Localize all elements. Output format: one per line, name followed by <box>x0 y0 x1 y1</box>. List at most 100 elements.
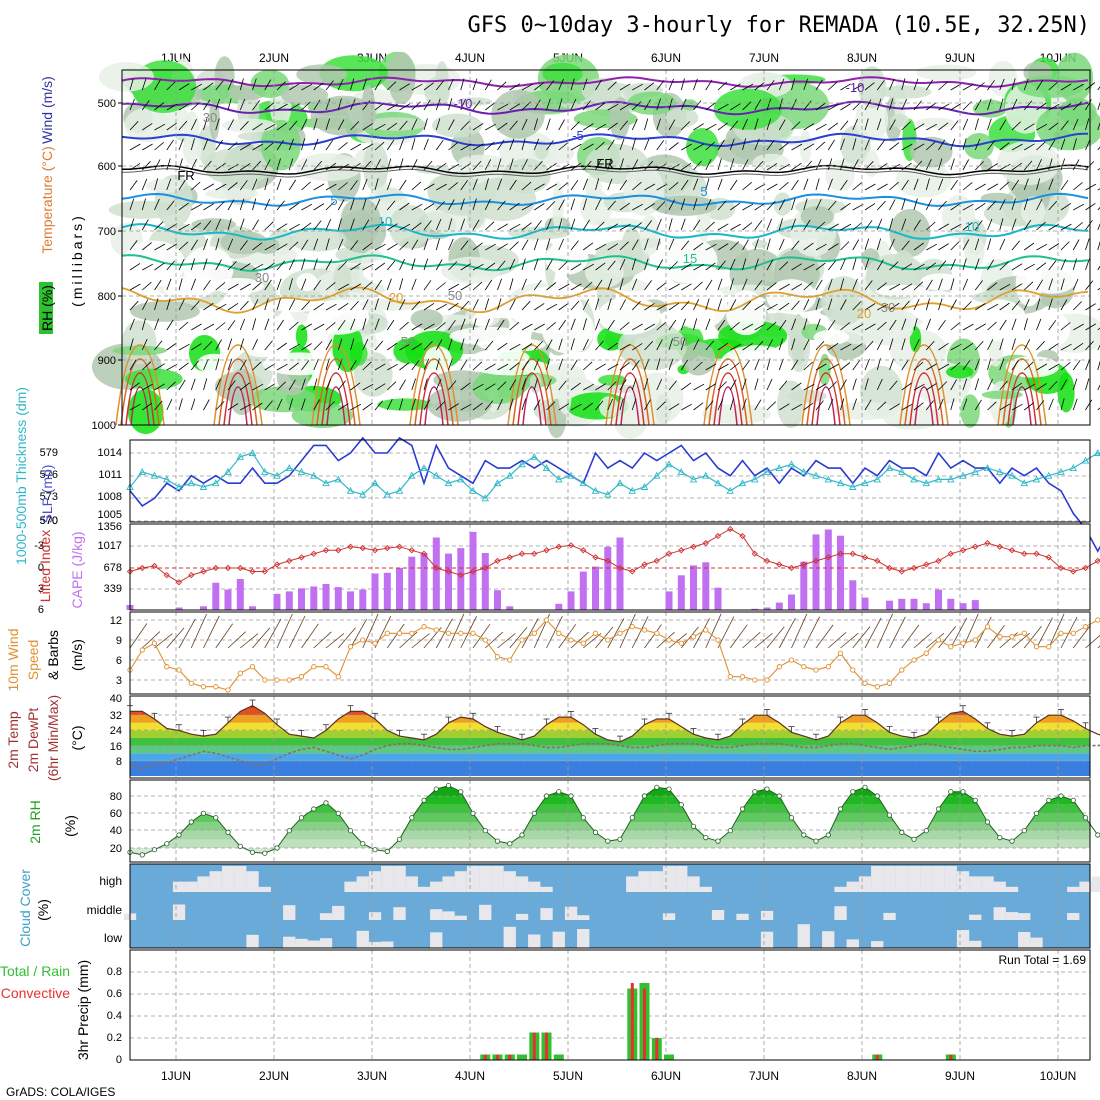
wind-barb <box>742 398 747 411</box>
wind-barb <box>448 338 453 351</box>
wind-barb <box>252 178 258 191</box>
wind10-tick: 6 <box>116 655 122 667</box>
wind-barb <box>154 363 165 371</box>
wind-barb <box>693 281 703 291</box>
wind-barb <box>925 141 936 151</box>
wind-barb <box>497 381 507 391</box>
wind-barb <box>435 98 441 111</box>
contour-label: 50 <box>673 334 687 349</box>
wind-barb <box>644 280 652 291</box>
wind-barb <box>852 181 863 191</box>
wind-barb <box>313 302 324 311</box>
wind-barb <box>901 143 913 151</box>
wind-barb <box>203 258 208 271</box>
wind-barb <box>240 143 251 151</box>
wind-barb <box>656 321 667 331</box>
wind-barb <box>705 383 717 391</box>
rh-clear <box>247 331 279 354</box>
rh-marker <box>384 848 390 855</box>
wind-barb <box>889 98 894 111</box>
rh-shade <box>860 309 914 346</box>
wind-barb <box>301 343 312 351</box>
wind-barb <box>215 238 220 251</box>
wind-barb <box>411 203 423 211</box>
wind-barb <box>877 183 888 191</box>
wind-barb <box>864 280 873 291</box>
wind-barb <box>680 318 686 331</box>
wind-barb <box>999 78 1005 91</box>
wind10-barb <box>411 633 430 649</box>
wind-barb <box>693 318 698 331</box>
wind-barb <box>239 218 245 231</box>
cloud-high-block <box>1091 876 1100 892</box>
wind-barb <box>141 219 149 231</box>
warm-contour <box>321 372 351 426</box>
wind10-barb <box>852 626 871 649</box>
wind-barb <box>815 340 825 351</box>
wind-barb <box>558 283 570 291</box>
wind-barb <box>999 302 1010 311</box>
wind-barb <box>668 238 675 251</box>
wind-barb <box>742 181 752 191</box>
wind-barb <box>717 319 726 331</box>
cloud-mid-block <box>564 906 578 920</box>
li-marker <box>555 543 562 550</box>
wind-barb <box>656 238 661 251</box>
wind-barb <box>1036 298 1041 311</box>
cloud-high-block <box>944 866 957 892</box>
wind-barb <box>288 179 297 191</box>
wind-barb <box>1011 318 1017 331</box>
wind-barb <box>803 100 812 111</box>
wind-barb <box>374 340 384 351</box>
cape-bar <box>322 584 330 610</box>
wind-barb <box>840 362 851 371</box>
thickness-marker <box>456 475 465 483</box>
contour-label: FR <box>177 168 194 183</box>
wind-barb <box>141 100 150 111</box>
wind-barb <box>252 100 261 111</box>
thickness-marker <box>554 475 563 483</box>
wind-barb <box>325 401 335 411</box>
cloud-high-block <box>491 866 504 892</box>
wind-barb <box>852 138 857 151</box>
wind-barb <box>509 202 520 211</box>
cape-bar <box>310 586 318 610</box>
wind-barb <box>154 221 164 231</box>
li-marker <box>616 564 624 572</box>
rh-marker <box>788 815 795 821</box>
top-date-label: 6JUN <box>651 51 681 65</box>
bottom-date-label: 9JUN <box>945 1069 975 1083</box>
wind-barb <box>435 238 440 251</box>
wind-barb <box>717 158 722 171</box>
cape-bar <box>604 546 612 610</box>
wind-barb <box>533 99 541 111</box>
wind-barb <box>399 321 409 331</box>
wind-barb <box>742 378 747 391</box>
rh-shade <box>127 389 164 435</box>
wind-barb <box>484 340 494 351</box>
wind-barb <box>374 363 386 371</box>
wind-barb <box>301 360 310 371</box>
wind-barb <box>521 222 532 231</box>
contour-label: 30 <box>881 300 895 315</box>
wind-barb <box>215 339 222 351</box>
wind-barb <box>423 238 429 251</box>
cape-bar <box>788 594 795 610</box>
wind-barb <box>264 298 269 311</box>
rh-marker <box>984 819 991 825</box>
wind-barb <box>766 401 776 411</box>
contour-label: 5 <box>330 193 337 208</box>
thickness-marker <box>1008 471 1016 479</box>
rh-marker <box>678 802 684 808</box>
wind-barb <box>827 381 837 391</box>
wind-barb <box>472 219 480 231</box>
wind-barb <box>815 243 827 251</box>
wind-barb <box>325 139 334 151</box>
wind-barb <box>325 183 337 191</box>
wind-barb <box>975 303 986 311</box>
li-marker <box>151 562 158 570</box>
wind-barb <box>521 343 533 351</box>
wind-barb <box>301 278 307 291</box>
